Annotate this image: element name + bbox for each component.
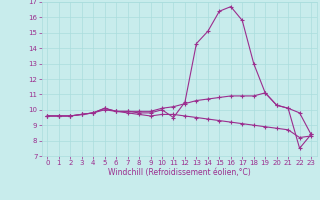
X-axis label: Windchill (Refroidissement éolien,°C): Windchill (Refroidissement éolien,°C) xyxy=(108,168,251,177)
